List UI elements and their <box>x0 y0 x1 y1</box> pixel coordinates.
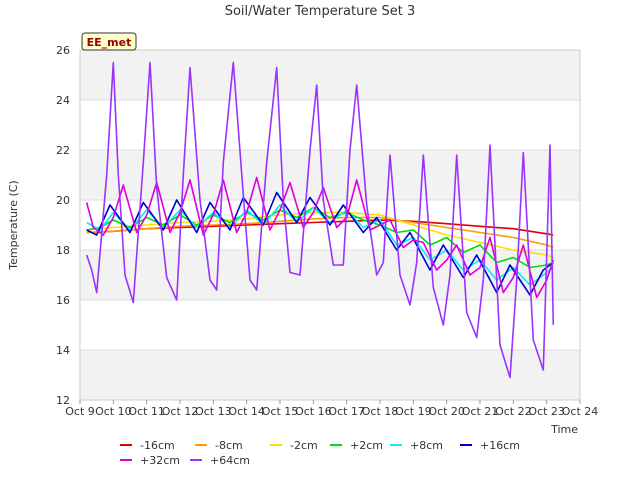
band <box>80 350 580 400</box>
y-tick-label: 18 <box>56 244 70 257</box>
x-tick-label: Oct 23 <box>528 405 565 418</box>
legend: -16cm -8cm -2cm +2cm +8cm +16cm +32cm +64cm <box>120 439 520 467</box>
x-tick-label: Oct 9 <box>65 405 95 418</box>
series-line-+64cm <box>85 61 555 379</box>
x-tick-label: Oct 24 <box>562 405 599 418</box>
y-tick-label: 24 <box>56 94 70 107</box>
legend-label: -2cm <box>290 439 318 452</box>
site-label-badge: EE_met <box>81 32 137 51</box>
y-tick-label: 26 <box>56 44 70 57</box>
x-tick-label: Oct 12 <box>162 405 199 418</box>
x-tick-label: Oct 13 <box>195 405 232 418</box>
x-axis-label: Time <box>550 423 578 436</box>
x-tick-label: Oct 15 <box>262 405 299 418</box>
x-tick-label: Oct 19 <box>395 405 432 418</box>
y-axis-ticks: 12 14 16 18 20 22 24 26 <box>56 44 70 407</box>
x-tick-label: Oct 16 <box>295 405 332 418</box>
y-tick-label: 20 <box>56 194 70 207</box>
x-tick-label: Oct 21 <box>462 405 499 418</box>
series-line--2cm <box>86 211 554 259</box>
legend-label: +2cm <box>350 439 383 452</box>
legend-label: -16cm <box>140 439 175 452</box>
legend-label: +16cm <box>480 439 520 452</box>
y-tick-label: 22 <box>56 144 70 157</box>
series-line-+16cm <box>86 191 554 296</box>
x-tick-label: Oct 14 <box>228 405 265 418</box>
legend-label: +8cm <box>410 439 443 452</box>
x-tick-label: Oct 10 <box>95 405 132 418</box>
x-tick-label: Oct 11 <box>128 405 165 418</box>
band <box>80 50 580 100</box>
band <box>80 150 580 200</box>
y-tick-label: 14 <box>56 344 70 357</box>
plot-frame <box>79 49 581 401</box>
legend-label: +64cm <box>210 454 250 467</box>
x-tick-label: Oct 17 <box>328 405 365 418</box>
series-line-+32cm <box>85 176 555 299</box>
series-lines <box>85 61 555 379</box>
y-tick-label: 16 <box>56 294 70 307</box>
y-tick-label: 12 <box>56 394 70 407</box>
chart-title: Soil/Water Temperature Set 3 <box>225 4 416 19</box>
legend-label: -8cm <box>215 439 243 452</box>
x-tick-label: Oct 22 <box>495 405 532 418</box>
legend-label: +32cm <box>140 454 180 467</box>
y-axis-label: Temperature (C) <box>7 180 20 270</box>
site-label: EE_met <box>87 36 132 49</box>
x-tick-label: Oct 18 <box>362 405 399 418</box>
x-tick-label: Oct 20 <box>428 405 465 418</box>
